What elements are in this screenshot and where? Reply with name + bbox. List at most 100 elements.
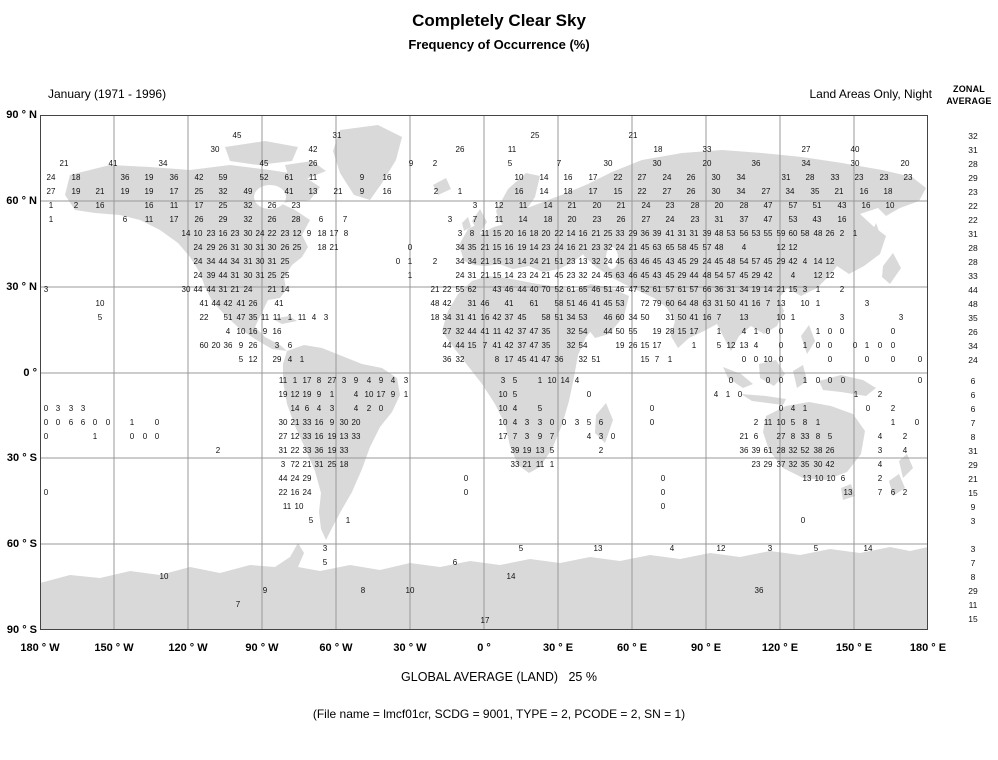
map-value: 10 [364, 390, 374, 399]
map-value: 14 [506, 572, 516, 581]
map-value: 3 [322, 544, 328, 553]
map-value: 54 [578, 327, 588, 336]
map-value: 57 [751, 257, 761, 266]
map-value: 41 [739, 299, 749, 308]
map-value: 34 [739, 285, 749, 294]
map-value: 28 [665, 327, 675, 336]
map-value: 4 [287, 355, 293, 364]
latitude-tick-label: 30 ° N [6, 281, 37, 293]
map-value: 19 [71, 187, 81, 196]
map-value: 0 [463, 474, 469, 483]
map-value: 14 [863, 544, 873, 553]
map-value: 2 [902, 488, 908, 497]
map-value: 1 [753, 327, 759, 336]
map-value: 45 [652, 257, 662, 266]
map-value: 50 [677, 313, 687, 322]
map-value: 45 [677, 257, 687, 266]
map-value: 44 [218, 271, 228, 280]
map-value: 24 [193, 271, 203, 280]
map-value: 18 [430, 313, 440, 322]
map-value: 29 [763, 460, 773, 469]
map-value: 0 [852, 341, 858, 350]
map-value: 26 [194, 215, 204, 224]
map-value: 1 [815, 285, 821, 294]
map-value: 4 [669, 544, 675, 553]
map-value: 33 [830, 173, 840, 182]
map-value: 10 [294, 502, 304, 511]
map-value: 11 [480, 229, 490, 238]
map-value: 24 [554, 243, 564, 252]
map-value: 9 [353, 376, 359, 385]
map-value: 5 [827, 432, 833, 441]
map-value: 30 [711, 187, 721, 196]
map-value: 13 [739, 313, 749, 322]
map-value: 48 [689, 299, 699, 308]
map-value: 5 [518, 544, 524, 553]
map-value: 54 [714, 271, 724, 280]
zonal-average-value: 7 [970, 557, 976, 568]
map-value: 34 [455, 243, 465, 252]
map-value: 2 [839, 285, 845, 294]
map-value: 61 [677, 285, 687, 294]
map-value: 9 [378, 376, 384, 385]
zonal-average-value: 29 [968, 585, 978, 596]
map-value: 6 [304, 404, 310, 413]
zonal-average-value: 32 [968, 130, 978, 141]
map-value: 1 [815, 299, 821, 308]
latitude-tick-label: 0 ° [23, 367, 37, 379]
map-value: 32 [566, 341, 576, 350]
map-value: 11 [144, 215, 154, 224]
map-value: 45 [739, 271, 749, 280]
map-value: 31 [255, 243, 265, 252]
map-value: 2 [433, 187, 439, 196]
map-value: 11 [494, 215, 504, 224]
map-value: 31 [467, 299, 477, 308]
map-value: 33 [800, 432, 810, 441]
map-value: 61 [529, 299, 539, 308]
map-value: 34 [230, 257, 240, 266]
map-value: 62 [467, 285, 477, 294]
map-value: 2 [366, 404, 372, 413]
map-value: 17 [588, 187, 598, 196]
map-value: 3 [598, 432, 604, 441]
map-value: 6 [840, 474, 846, 483]
zonal-average-value: 29 [968, 459, 978, 470]
map-value: 22 [267, 229, 277, 238]
map-value: 31 [314, 460, 324, 469]
map-value: 7 [716, 313, 722, 322]
map-value: 14 [504, 271, 514, 280]
map-value: 46 [578, 299, 588, 308]
map-value: 37 [776, 460, 786, 469]
map-value: 3 [898, 313, 904, 322]
map-value: 0 [142, 432, 148, 441]
map-value: 23 [690, 215, 700, 224]
map-value: 31 [689, 229, 699, 238]
chart-title: Completely Clear Sky [412, 11, 586, 30]
map-value: 19 [517, 243, 527, 252]
map-value: 57 [702, 243, 712, 252]
zonal-average-value: 44 [968, 284, 978, 295]
map-value: 3 [839, 313, 845, 322]
map-value: 3 [864, 299, 870, 308]
map-value: 4 [586, 432, 592, 441]
map-value: 21 [430, 285, 440, 294]
map-value: 36 [739, 446, 749, 455]
map-value: 21 [628, 131, 638, 140]
map-value: 1 [129, 418, 135, 427]
map-value: 55 [628, 327, 638, 336]
map-value: 21 [591, 229, 601, 238]
map-value: 29 [677, 271, 687, 280]
map-value: 41 [689, 313, 699, 322]
map-value: 4 [390, 376, 396, 385]
map-value: 21 [578, 243, 588, 252]
zonal-average-value: 24 [968, 354, 978, 365]
map-value: 16 [566, 243, 576, 252]
longitude-tick-label: 60 ° W [319, 642, 353, 654]
map-value: 39 [751, 446, 761, 455]
longitude-tick-label: 150 ° E [835, 642, 873, 654]
map-value: 66 [702, 285, 712, 294]
map-value: 13 [843, 488, 853, 497]
map-value: 6 [287, 341, 293, 350]
map-value: 9 [359, 187, 365, 196]
map-value: 30 [652, 159, 662, 168]
